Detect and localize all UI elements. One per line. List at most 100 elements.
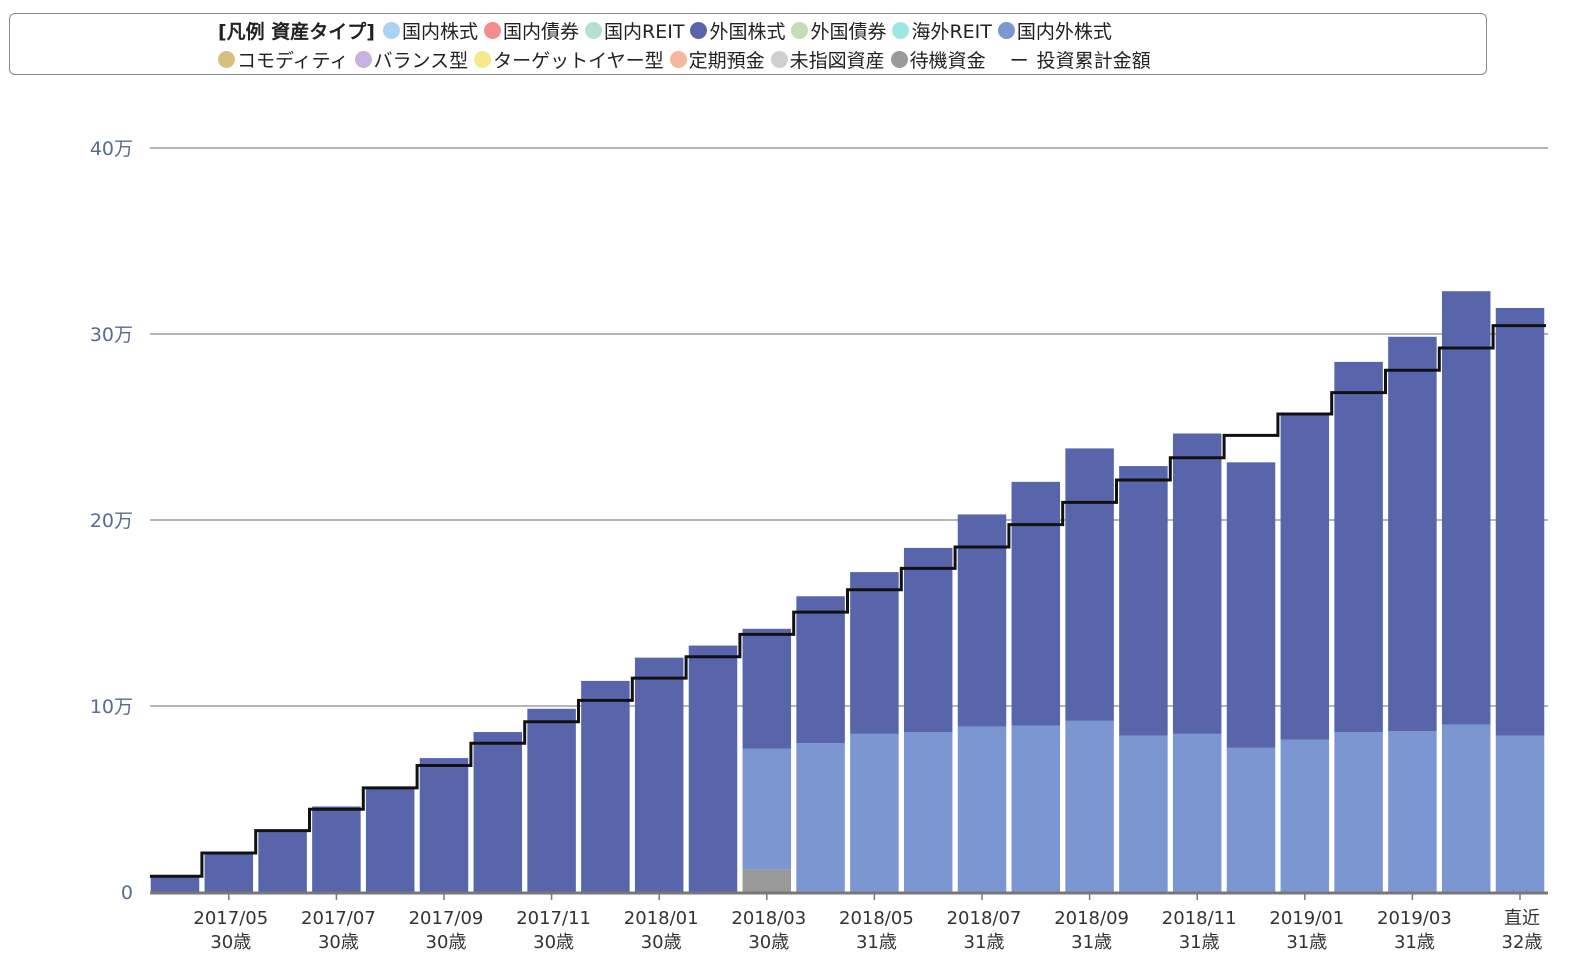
legend-item[interactable]: 外国債券 [791,17,886,44]
x-tick-date-label: 2017/07 [301,908,376,929]
x-tick-age-label: 30歳 [533,932,574,953]
legend-dot-icon [382,21,400,39]
bar-segment[interactable] [1495,735,1545,892]
bar-segment[interactable] [1119,735,1168,892]
bar-segment[interactable] [312,806,361,892]
y-tick-label: 20万 [90,510,133,532]
legend-item[interactable]: コモディティ [218,46,349,73]
x-tick-age-label: 31歳 [1071,932,1112,953]
bar-segment[interactable] [688,645,738,892]
legend-item[interactable]: 国内債券 [484,17,579,44]
legend-item[interactable]: バランス型 [354,46,469,73]
legend-row: コモディティ バランス型 ターゲットイヤー型 定期預金 未指図資産 待機資金 ー… [218,45,1157,73]
legend-item[interactable]: 待機資金 [890,46,986,73]
x-tick-date-label: 2018/03 [731,908,806,929]
legend-dot-icon [690,21,708,39]
legend-dot-icon [892,21,910,39]
legend-label: 定期預金 [688,49,765,72]
bar-segment[interactable] [850,572,899,734]
bar-segment[interactable] [1011,725,1061,892]
legend-dot-icon [484,21,501,39]
bar-segment[interactable] [1226,462,1276,748]
legend-label: 未指図資産 [789,49,885,72]
bar-segment[interactable] [1280,413,1330,740]
bar-segment[interactable] [1495,307,1545,736]
bar-segment[interactable] [473,732,523,892]
x-tick-age-label: 31歳 [1394,932,1435,953]
bar-segment[interactable] [634,657,684,892]
legend-item[interactable]: 外国株式 [690,17,785,44]
bar-segment[interactable] [1441,724,1491,892]
bar-segment[interactable] [903,732,953,892]
x-tick-age-label: 32歳 [1502,932,1543,953]
cumulative-line [150,324,1546,878]
bar-segment[interactable] [1065,720,1114,892]
x-tick-date-label: 直近 [1504,908,1540,929]
x-tick-date-label: 2018/01 [624,908,699,929]
legend-dot-icon [770,50,788,68]
bar-segment[interactable] [957,726,1007,892]
legend-item[interactable]: 国内株式 [382,17,478,44]
legend-dot-icon [890,50,908,68]
legend-label: バランス型 [373,49,469,72]
x-tick-age-label: 31歳 [1179,932,1220,953]
bar-segment[interactable] [1065,448,1114,721]
bar-segment[interactable] [150,875,200,892]
legend-item[interactable]: 定期預金 [669,46,765,73]
bar-segment[interactable] [581,680,630,892]
bar-segment[interactable] [365,787,415,892]
y-tick-label: 30万 [90,324,133,346]
x-tick-date-label: 2018/11 [1162,908,1237,929]
bar-segment[interactable] [1226,747,1276,892]
bar-segment[interactable] [742,748,792,870]
bars [150,291,1545,892]
y-tick-label: 0 [121,882,133,904]
bar-segment[interactable] [204,852,254,892]
bar-segment[interactable] [957,514,1007,727]
legend-dot-icon [585,21,603,39]
bar-segment[interactable] [1334,361,1383,733]
bar-segment[interactable] [1334,732,1383,892]
bar-segment[interactable] [527,708,576,892]
legend-label: 海外REIT [911,20,992,43]
bar-segment[interactable] [1280,739,1330,892]
legend-label: 投資累計金額 [1036,49,1151,72]
x-tick-age-label: 30歳 [426,932,467,953]
legend-item[interactable]: 国内REIT [585,17,684,44]
x-tick-date-label: 2019/03 [1377,908,1452,929]
bar-segment[interactable] [1441,291,1491,725]
x-tick-date-label: 2018/09 [1054,908,1129,929]
bar-segment[interactable] [1388,731,1437,892]
legend-item[interactable]: 未指図資産 [770,46,885,73]
legend-item[interactable]: 海外REIT [892,17,992,44]
legend-label: 待機資金 [909,49,986,72]
legend-item[interactable]: 国内外株式 [997,17,1112,44]
cumulative-investment-line[interactable] [150,324,1546,878]
bar-segment[interactable] [1172,433,1222,734]
bar-segment[interactable] [742,628,792,749]
bar-segment[interactable] [796,596,845,744]
bar-segment[interactable] [796,743,845,892]
bar-segment[interactable] [903,547,953,733]
bar-segment[interactable] [742,869,792,892]
bar-segment[interactable] [1119,466,1168,736]
legend-dot-icon [997,21,1015,39]
bar-segment[interactable] [850,733,899,892]
y-tick-label: 10万 [90,696,133,718]
bar-segment[interactable] [1172,733,1222,892]
x-tick-date-label: 2019/01 [1269,908,1344,929]
legend-label: 外国株式 [709,20,786,43]
bar-segment[interactable] [1011,481,1061,726]
legend-label: 国内株式 [401,20,478,43]
legend-label: ターゲットイヤー型 [493,49,664,72]
y-tick-label: 40万 [90,138,133,160]
legend-item[interactable]: ターゲットイヤー型 [474,46,664,73]
bar-segment[interactable] [1388,336,1437,732]
bar-segment[interactable] [419,758,469,892]
legend-line-item[interactable]: ー投資累計金額 [992,46,1151,73]
legend-dot-icon [218,50,235,68]
x-tick-age-label: 30歳 [748,932,789,953]
legend: [凡例 資産タイプ] 国内株式 国内債券 国内REIT 外国株式 外国債券 海外… [9,13,1487,75]
bar-segment[interactable] [258,830,307,892]
